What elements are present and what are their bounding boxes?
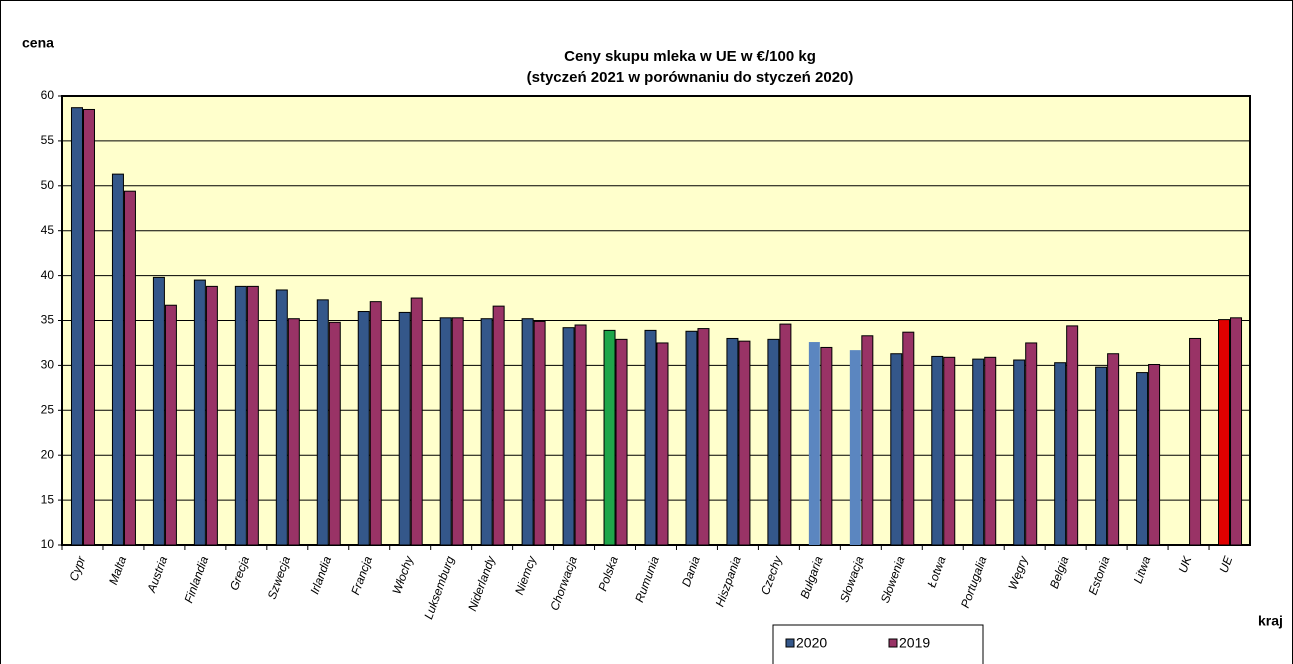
bar <box>574 324 587 546</box>
bar <box>1230 317 1243 546</box>
bar <box>123 190 136 546</box>
bar <box>562 327 575 546</box>
chart-subtitle: (styczeń 2021 w porównaniu do styczeń 20… <box>527 69 854 86</box>
y-tick-label: 15 <box>41 492 55 506</box>
legend-label: 2019 <box>899 635 930 651</box>
bar <box>328 321 341 546</box>
chart-title: Ceny skupu mleka w UE w €/100 kg <box>564 48 816 65</box>
bar <box>767 338 780 546</box>
bar <box>1025 342 1038 546</box>
bar <box>205 285 218 546</box>
bar <box>111 173 124 546</box>
bar <box>369 301 382 546</box>
bar <box>357 311 370 546</box>
bar <box>685 330 698 546</box>
bar <box>1148 364 1161 546</box>
bar <box>972 358 985 546</box>
y-tick-label: 25 <box>41 402 55 416</box>
bar <box>1095 366 1108 546</box>
x-tick-label: UE <box>1216 553 1235 574</box>
bar <box>943 356 956 546</box>
bar <box>1136 372 1149 546</box>
bar <box>533 320 546 546</box>
bar <box>931 355 944 546</box>
bar <box>152 276 165 546</box>
bar <box>70 107 83 546</box>
bar <box>275 289 288 546</box>
bar <box>902 331 915 546</box>
y-tick-label: 55 <box>41 133 55 147</box>
y-tick-label: 60 <box>41 88 55 102</box>
bar <box>890 353 903 546</box>
bar <box>644 329 657 546</box>
bar <box>246 285 259 546</box>
y-tick-label: 50 <box>41 178 55 192</box>
bar <box>234 285 247 546</box>
bar <box>615 338 628 546</box>
x-axis-title: kraj <box>1258 613 1283 629</box>
bar <box>480 318 493 546</box>
bar <box>1218 319 1231 546</box>
bar <box>193 279 206 546</box>
bar <box>861 335 874 546</box>
bar <box>738 340 751 546</box>
bar <box>726 337 739 546</box>
bar <box>1066 325 1079 546</box>
bar <box>1013 359 1026 546</box>
bar <box>398 311 411 546</box>
bar <box>656 342 669 546</box>
bar <box>820 346 833 546</box>
legend-swatch <box>888 638 898 648</box>
bar <box>410 297 423 546</box>
legend-box <box>772 624 984 664</box>
bar <box>451 317 464 546</box>
bar <box>316 299 329 546</box>
y-axis-title: cena <box>22 35 54 51</box>
bar <box>984 356 997 546</box>
bar <box>849 350 861 545</box>
bar <box>779 323 792 546</box>
y-tick-label: 45 <box>41 223 55 237</box>
bar <box>521 318 534 546</box>
legend-label: 2020 <box>796 635 827 651</box>
bar <box>603 329 616 546</box>
x-tick-label: UK <box>1175 553 1194 574</box>
bar <box>697 328 710 546</box>
y-tick-label: 40 <box>41 268 55 282</box>
y-tick-label: 35 <box>41 313 55 327</box>
y-tick-label: 10 <box>41 537 55 551</box>
legend-swatch <box>785 638 795 648</box>
bar <box>492 305 505 546</box>
bar <box>287 318 300 546</box>
bar <box>164 304 177 546</box>
bar <box>1054 362 1067 546</box>
y-tick-label: 30 <box>41 358 55 372</box>
bar <box>1189 337 1202 546</box>
bar <box>808 342 820 545</box>
bar <box>82 108 95 546</box>
bar <box>1107 353 1120 546</box>
y-tick-label: 20 <box>41 447 55 461</box>
bar <box>439 317 452 546</box>
